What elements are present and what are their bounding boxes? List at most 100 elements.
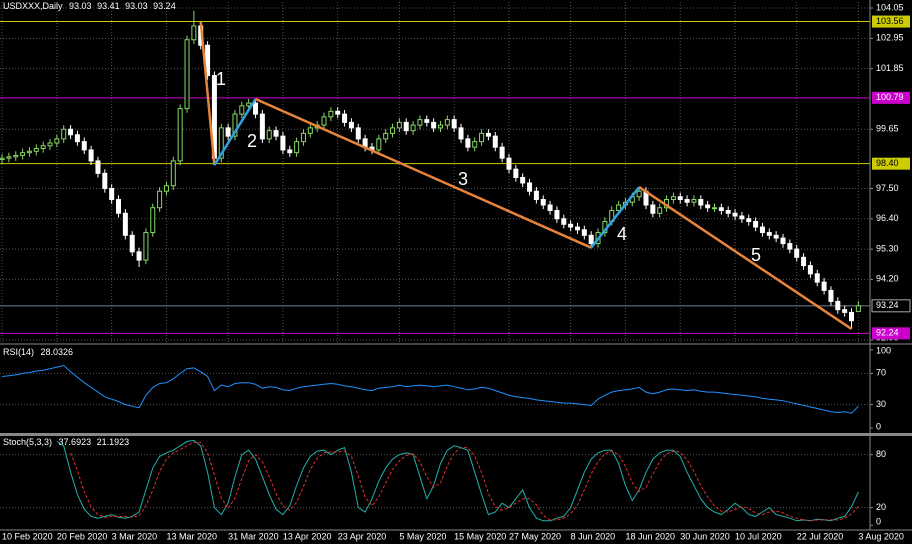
candle-body [61,128,67,140]
candle-body [657,207,663,214]
wave-label: 1 [216,69,226,89]
candle-body [801,256,807,267]
candle-body [718,207,724,212]
candle-body [458,127,464,140]
candle-body [163,185,169,192]
candle-body [424,119,430,123]
candle-body [403,121,409,132]
candle-body [766,232,772,236]
candle-body [485,132,491,137]
indicator-line [2,364,859,414]
candle-body [225,127,231,137]
candle-body [102,172,108,189]
candle-body [533,190,539,200]
current-price-label: 93.24 [876,300,899,310]
candle-body [554,210,560,220]
candle-body [116,198,122,214]
chart-title: USDXXX,Daily [3,1,63,11]
y-tick-label: 30 [876,399,886,409]
candle-body [383,132,389,140]
level-label: 98.40 [876,158,899,168]
candle-body [821,281,827,291]
candle-body [129,234,135,253]
candle-body [828,289,834,302]
candle-body [259,113,265,140]
y-tick-label: 0 [876,516,881,526]
candle-body [725,210,731,214]
candle-body [540,198,546,206]
candle-body [20,152,26,156]
candle-body [287,149,293,154]
y-tick-label: 95.30 [876,243,899,253]
rsi-value: 28.0326 [41,347,74,357]
indicator-line [56,439,859,522]
candle-body [506,157,512,170]
level-label: 100.79 [876,92,904,102]
chart-header: USDXXX,Daily 93.03 93.41 93.03 93.24 [3,1,176,11]
candle-body [348,121,354,129]
candle-body [307,127,313,134]
candle-body [807,265,813,275]
candle-body [732,212,738,217]
candle-body [6,156,12,159]
candle-body [465,138,471,148]
x-tick-label: 30 Jun 2020 [680,531,730,541]
candle-body [266,130,272,140]
candle-body [321,116,327,126]
wave-line [638,186,853,330]
candle-body [109,187,115,200]
candle-body [574,226,580,231]
wave-label: 5 [751,245,761,265]
x-tick-label: 23 Apr 2020 [338,531,387,541]
candle-body [616,204,622,212]
x-tick-label: 18 Jun 2020 [625,531,675,541]
candle-body [492,135,498,148]
candle-body [26,150,32,154]
x-tick-label: 5 May 2020 [399,531,446,541]
candle-body [437,124,443,129]
candle-body [842,309,848,313]
x-tick-label: 13 Mar 2020 [166,531,217,541]
x-tick-label: 22 Jul 2020 [797,531,844,541]
candle-body [177,108,183,162]
candle-body [170,160,176,187]
candle-body [410,124,416,132]
level-label-box [872,157,910,170]
y-tick-label: 96.40 [876,213,899,223]
candle-body [451,119,457,129]
candle-body [150,207,156,234]
x-tick-label: 31 Mar 2020 [228,531,279,541]
x-tick-label: 3 Aug 2020 [858,531,904,541]
candle-body [191,25,197,41]
candle-body [54,138,60,144]
candle-body [417,119,423,126]
wave-line [255,97,592,249]
candle-body [753,221,759,228]
level-label-box [872,327,910,340]
rsi-title: RSI(14) [3,347,34,357]
candle-body [396,121,402,129]
level-label-box [872,15,910,28]
candle-body [218,127,224,159]
candle-body [739,215,745,220]
candle-body [342,113,348,123]
wave-label: 2 [247,131,257,151]
candle-body [122,212,128,236]
x-tick-label: 3 Mar 2020 [112,531,158,541]
candle-body [780,237,786,245]
level-label: 103.56 [876,16,904,26]
candle-body [561,218,567,225]
candle-body [677,196,683,200]
candle-body [328,110,334,118]
ohlc-low: 93.03 [125,1,148,11]
candle-body [300,132,306,143]
x-tick-label: 20 Feb 2020 [57,531,108,541]
candle-body [68,128,74,136]
candle-body [711,207,717,210]
candle-body [81,141,87,151]
candle-body [691,198,697,203]
candle-body [13,154,19,158]
y-tick-label: 104.05 [876,2,904,12]
candle-body [835,300,841,311]
